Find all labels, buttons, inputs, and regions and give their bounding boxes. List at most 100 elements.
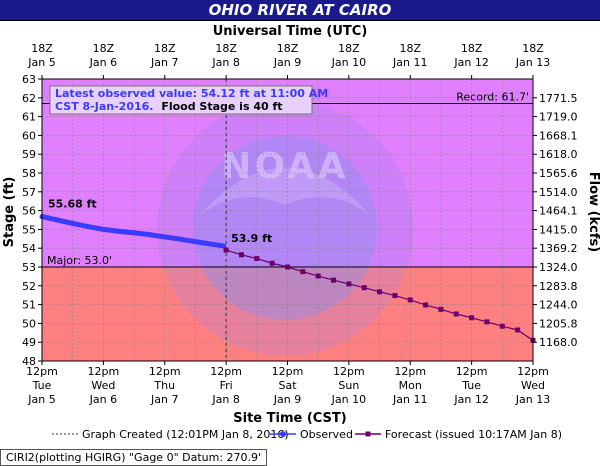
forecast-point (377, 289, 383, 295)
forecast-point (238, 252, 244, 258)
top-tick-date: Jan 12 (453, 56, 488, 69)
forecast-point (254, 256, 260, 262)
forecast-point (300, 269, 306, 275)
observed-point (100, 226, 106, 232)
flow-tick-label: 1324.0 (539, 261, 578, 274)
forecast-point (407, 297, 413, 303)
flow-tick-label: 1369.2 (539, 242, 578, 255)
top-tick-hour: 18Z (31, 42, 53, 55)
y-axis-title: Stage (ft) (2, 177, 17, 248)
flow-tick-label: 1168.0 (539, 336, 578, 349)
x-tick-time: 12pm (149, 365, 181, 378)
chart-title: OHIO RIVER AT CAIRO (208, 1, 392, 19)
legend-observed-marker (280, 431, 286, 437)
x-tick-time: 12pm (272, 365, 304, 378)
flow-tick-label: 1668.1 (539, 129, 578, 142)
legend-graph-created: Graph Created (12:01PM Jan 8, 2016) (82, 428, 289, 441)
forecast-point (484, 319, 490, 325)
top-tick-hour: 18Z (522, 42, 544, 55)
observed-point (208, 241, 214, 247)
x-tick-time: 12pm (88, 365, 120, 378)
y-tick-label: 59 (22, 148, 36, 161)
x-tick-time: 12pm (26, 365, 58, 378)
y-tick-label: 62 (22, 92, 36, 105)
y-tick-label: 54 (22, 242, 36, 255)
svg-text:CST 8-Jan-2016. Flood: CST 8-Jan-2016. Flood Stage is 40 ft (55, 100, 283, 113)
y-tick-label: 51 (22, 299, 36, 312)
y2-axis-title: Flow (kcfs) (586, 172, 600, 252)
latest-observed-line1: Latest observed value: 54.12 ft at 11:00… (55, 87, 328, 100)
y-tick-label: 56 (22, 205, 36, 218)
forecast-point (315, 273, 321, 279)
forecast-point (269, 260, 275, 266)
legend-forecast: Forecast (issued 10:17AM Jan 8) (385, 428, 562, 441)
x-tick-time: 12pm (210, 365, 242, 378)
forecast-point (361, 285, 367, 291)
flow-tick-label: 1618.0 (539, 148, 578, 161)
x-tick-day: Tue (32, 379, 52, 392)
x-tick-date: Jan 7 (150, 393, 178, 406)
flow-tick-label: 1565.6 (539, 167, 578, 180)
top-tick-date: Jan 13 (515, 56, 550, 69)
x-tick-date: Jan 9 (273, 393, 301, 406)
top-tick-hour: 18Z (277, 42, 299, 55)
observed-point (192, 239, 198, 245)
top-tick-date: Jan 6 (89, 56, 117, 69)
x-tick-day: Wed (91, 379, 115, 392)
forecast-point (453, 311, 459, 317)
top-tick-hour: 18Z (338, 42, 360, 55)
flow-tick-label: 1283.8 (539, 280, 578, 293)
x-tick-day: Tue (461, 379, 481, 392)
flow-tick-label: 1244.0 (539, 299, 578, 312)
top-tick-hour: 18Z (399, 42, 421, 55)
forecast-point (515, 327, 521, 333)
y-tick-label: 49 (22, 336, 36, 349)
record-stage-label: Record: 61.7' (456, 90, 529, 103)
observed-start-label: 55.68 ft (48, 198, 97, 211)
x-tick-date: Jan 8 (211, 393, 239, 406)
top-tick-hour: 18Z (461, 42, 483, 55)
x-tick-day: Thu (153, 379, 175, 392)
observed-point (54, 217, 60, 223)
legend-forecast-marker (365, 431, 371, 437)
forecast-point (469, 315, 475, 321)
y-tick-label: 52 (22, 280, 36, 293)
forecast-point (423, 302, 429, 308)
top-tick-date: Jan 8 (211, 56, 239, 69)
datum-footer: CIRI2(plotting HGIRG) "Gage 0" Datum: 27… (0, 449, 268, 466)
y-tick-label: 63 (22, 73, 36, 86)
x-tick-date: Jan 5 (27, 393, 55, 406)
x-tick-date: Jan 11 (392, 393, 427, 406)
flow-tick-label: 1464.1 (539, 205, 578, 218)
forecast-point (438, 306, 444, 312)
flow-tick-label: 1771.5 (539, 92, 578, 105)
watermark-bird-icon (200, 167, 370, 215)
flood-stage-text: Flood Stage is 40 ft (161, 100, 282, 113)
y-tick-label: 55 (22, 223, 36, 236)
x-tick-day: Fri (220, 379, 233, 392)
latest-observed-box: Latest observed value: 54.12 ft at 11:00… (49, 85, 328, 115)
bottom-axis-title: Site Time (CST) (233, 411, 346, 426)
legend-observed: Observed (300, 428, 353, 441)
top-tick-hour: 18Z (215, 42, 237, 55)
x-tick-date: Jan 10 (331, 393, 366, 406)
top-axis-title: Universal Time (UTC) (213, 24, 368, 39)
x-tick-day: Wed (521, 379, 545, 392)
flow-tick-label: 1719.0 (539, 111, 578, 124)
x-tick-day: Sat (278, 379, 297, 392)
latest-observed-line2: CST 8-Jan-2016. (55, 100, 153, 113)
x-tick-day: Sun (338, 379, 359, 392)
forecast-point (331, 277, 337, 283)
below-major-band (42, 267, 533, 361)
observed-point (85, 224, 91, 230)
x-tick-time: 12pm (517, 365, 549, 378)
major-stage-label: Major: 53.0' (47, 254, 112, 267)
y-tick-label: 58 (22, 167, 36, 180)
observed-point (162, 234, 168, 240)
top-tick-date: Jan 7 (150, 56, 178, 69)
observed-point (116, 228, 122, 234)
y-tick-label: 53 (22, 261, 36, 274)
forecast-point (392, 293, 398, 299)
top-tick-date: Jan 5 (27, 56, 55, 69)
